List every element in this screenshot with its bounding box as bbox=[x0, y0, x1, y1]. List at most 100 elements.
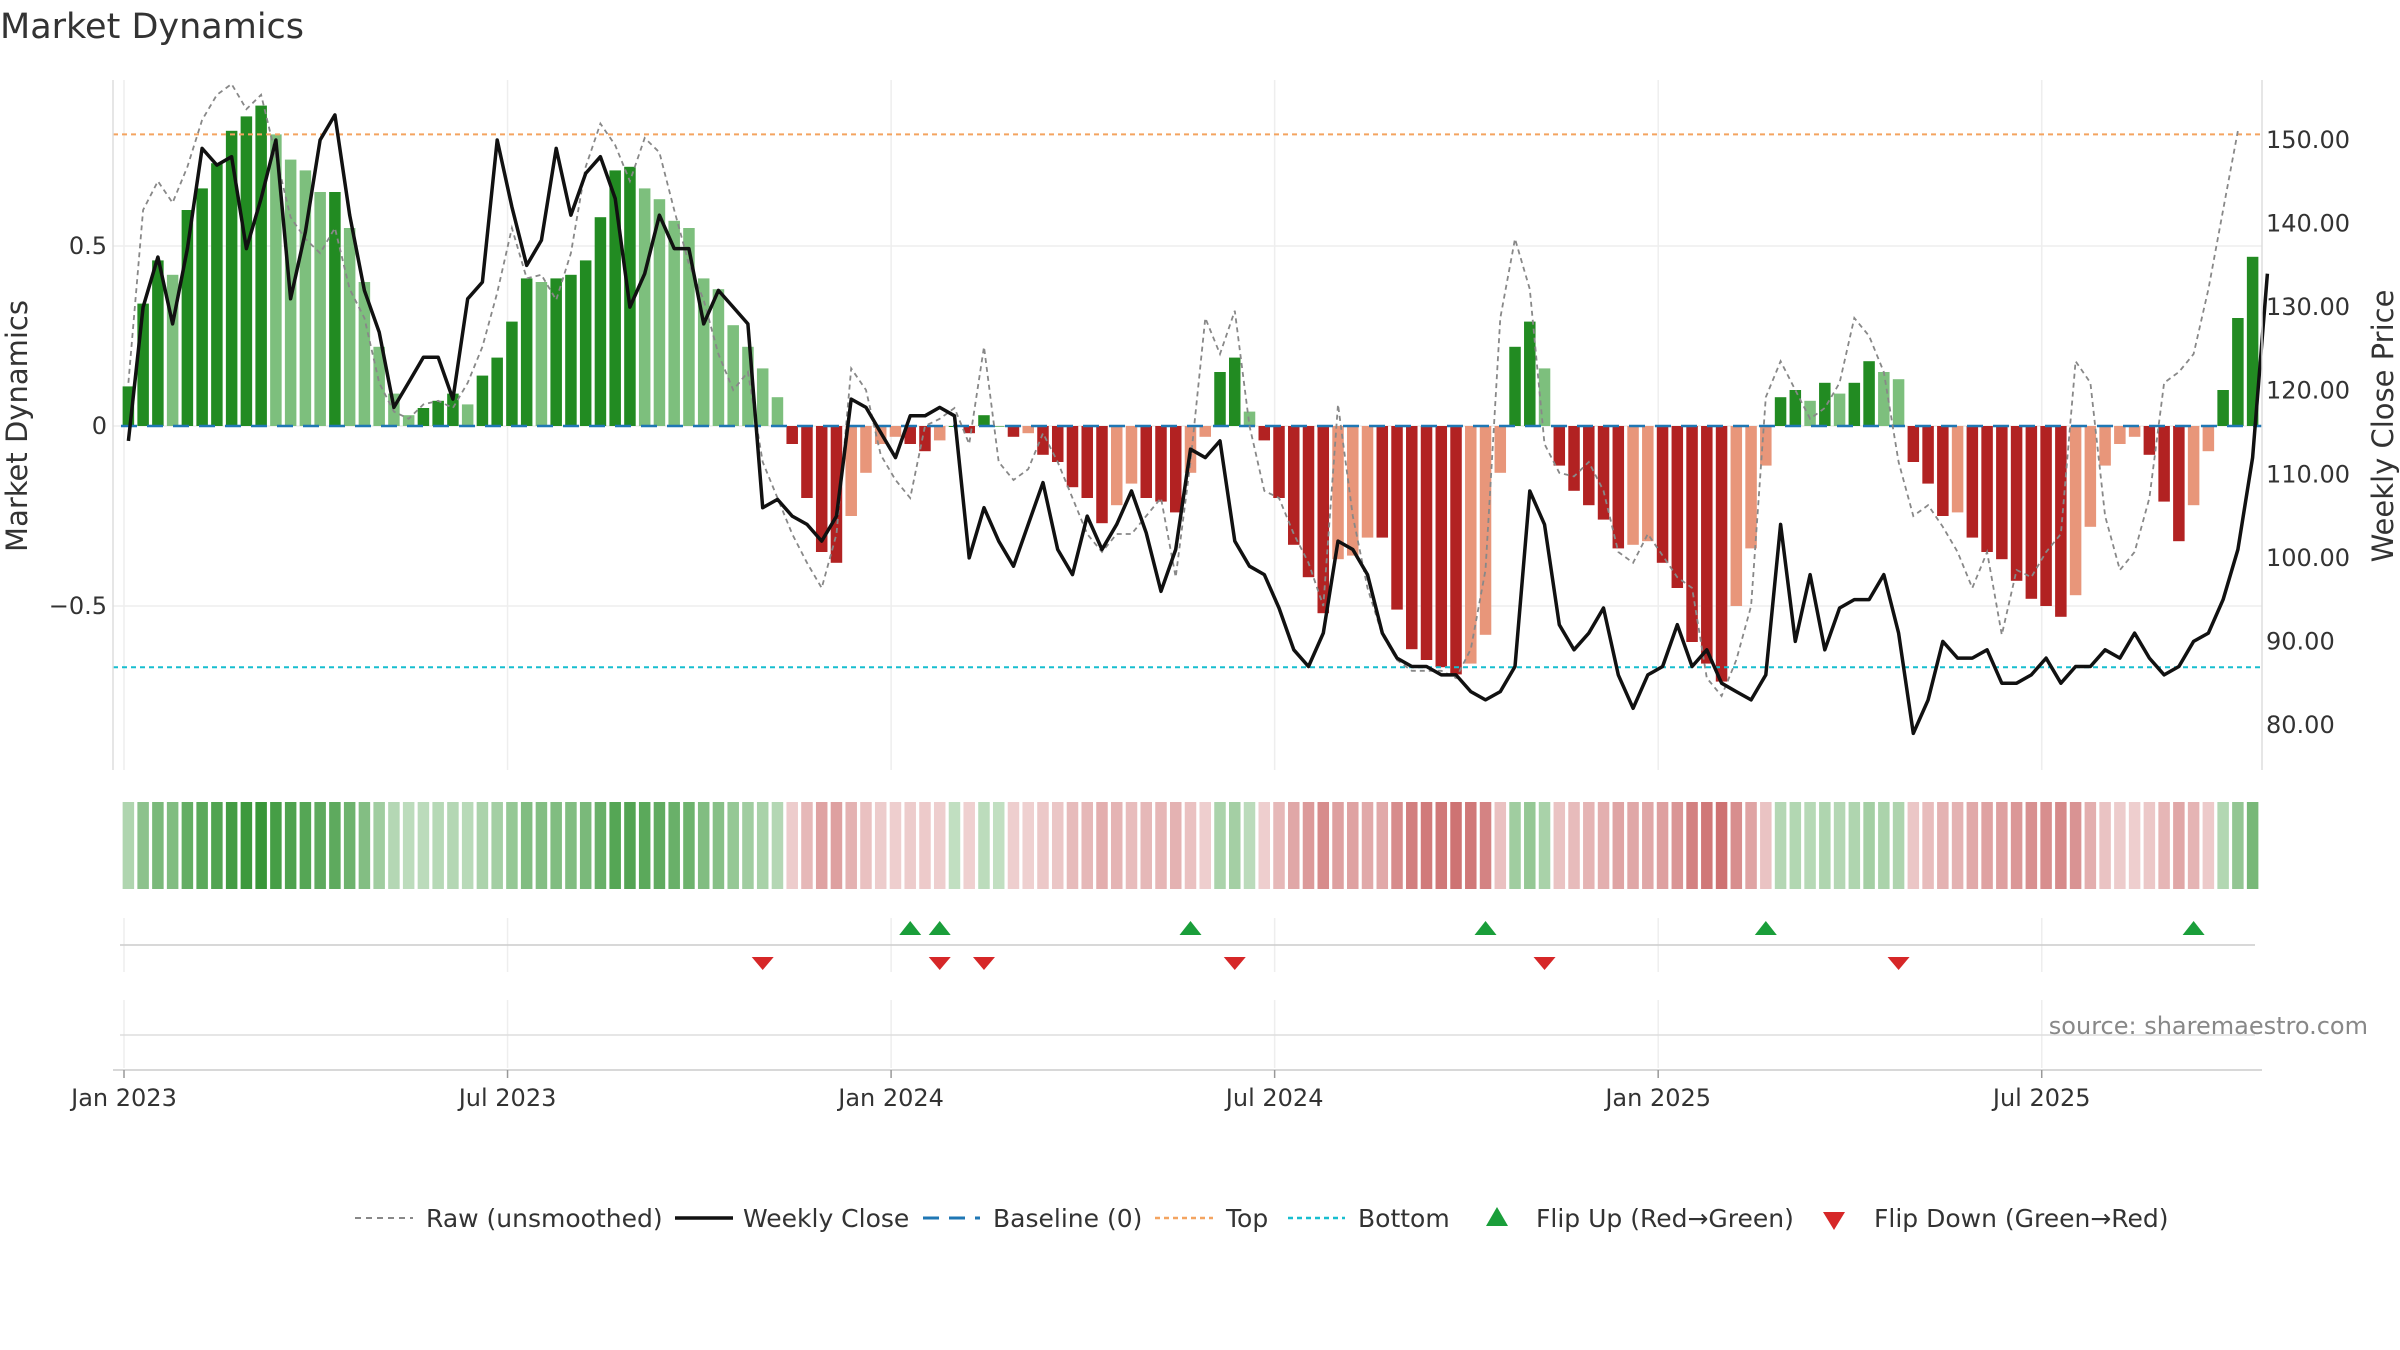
heat-strip-cell bbox=[933, 802, 946, 889]
heat-strip-cell bbox=[1465, 802, 1477, 889]
dynamics-bar bbox=[1479, 426, 1492, 635]
dynamics-bar bbox=[417, 408, 430, 426]
heat-strip-cell bbox=[1627, 802, 1639, 889]
dynamics-bar bbox=[1435, 426, 1448, 668]
heat-strip-cell bbox=[476, 802, 489, 889]
y-right-tick-label: 120.00 bbox=[2266, 377, 2350, 405]
heat-strip-cell bbox=[1996, 802, 2008, 889]
heat-strip-cell bbox=[1833, 802, 1846, 889]
dynamics-bar bbox=[447, 393, 459, 426]
raw-unsmoothed-line bbox=[127, 82, 2239, 698]
dynamics-bar bbox=[1642, 426, 1654, 542]
heat-strip-cell bbox=[417, 802, 430, 889]
heat-strip-cell bbox=[1214, 802, 1226, 889]
y-right-tick-label: 150.00 bbox=[2266, 126, 2350, 154]
heat-strip-cell bbox=[520, 802, 533, 889]
dynamics-bar bbox=[225, 130, 238, 427]
heat-strip-cell bbox=[1347, 802, 1359, 889]
y-right-tick-label: 130.00 bbox=[2266, 293, 2350, 321]
grid-lines bbox=[113, 80, 2262, 1068]
x-tick-label: Jul 2025 bbox=[1991, 1084, 2091, 1112]
dynamics-bar bbox=[683, 228, 695, 426]
heat-strip-cell bbox=[1848, 802, 1861, 889]
dynamics-bar bbox=[1789, 390, 1802, 426]
dynamics-bar bbox=[1288, 426, 1300, 545]
dynamics-bar bbox=[550, 278, 562, 426]
heat-strip-cell bbox=[1258, 802, 1271, 889]
heat-strip-cell bbox=[373, 802, 385, 889]
heat-strip-cell bbox=[2128, 802, 2141, 889]
dynamics-bar bbox=[1686, 426, 1698, 642]
dynamics-bar bbox=[1199, 426, 1212, 437]
price-lines bbox=[126, 82, 2270, 736]
heat-strip-cell bbox=[2055, 802, 2067, 889]
dynamics-bar bbox=[860, 426, 872, 473]
heat-strip-cell bbox=[1774, 802, 1787, 889]
heat-strip-cell bbox=[447, 802, 459, 889]
heat-strip-cell bbox=[830, 802, 843, 889]
heat-strip-cell bbox=[2187, 802, 2200, 889]
dynamics-bar bbox=[786, 426, 798, 444]
dynamics-bar bbox=[1007, 426, 1020, 437]
heat-strip-cell bbox=[1273, 802, 1285, 889]
dynamics-bar bbox=[1878, 372, 1890, 426]
heat-strip-cell bbox=[358, 802, 371, 889]
dynamics-bar bbox=[211, 163, 223, 426]
dynamics-bar bbox=[2202, 426, 2215, 452]
dynamics-bar bbox=[756, 368, 769, 426]
dynamics-bar bbox=[1465, 426, 1477, 664]
heat-strip-cell bbox=[240, 802, 253, 889]
heat-strip-cell bbox=[2158, 802, 2170, 889]
dynamics-bar bbox=[1568, 426, 1580, 491]
dynamics-bar bbox=[1347, 426, 1359, 556]
flip-up-marker bbox=[899, 921, 922, 935]
heat-strip-cell bbox=[1509, 802, 1521, 889]
dynamics-bar bbox=[565, 274, 577, 426]
dynamics-bar bbox=[2055, 426, 2067, 617]
heat-strip-cell bbox=[1553, 802, 1566, 889]
dynamics-bar bbox=[181, 210, 194, 426]
dynamics-bar bbox=[1583, 426, 1595, 506]
dynamics-bar bbox=[2084, 426, 2097, 527]
source-label: source: sharemaestro.com bbox=[2049, 1012, 2368, 1040]
dynamics-bar bbox=[1937, 426, 1949, 516]
dynamics-bar bbox=[801, 426, 813, 498]
dynamics-bar bbox=[1612, 426, 1625, 549]
dynamics-bar bbox=[2099, 426, 2111, 466]
heat-strip-cell bbox=[1096, 802, 1108, 889]
dynamics-bar bbox=[978, 415, 990, 426]
heat-strip-cell bbox=[978, 802, 990, 889]
heat-strip-cell bbox=[1494, 802, 1507, 889]
dynamics-bar bbox=[535, 282, 548, 426]
dynamics-bar bbox=[638, 188, 651, 426]
dynamics-bar bbox=[491, 357, 503, 426]
y-axis-left-title: Market Dynamics bbox=[0, 300, 34, 552]
flip-down-triangle-icon bbox=[1823, 1212, 1845, 1230]
dynamics-bar bbox=[1406, 426, 1418, 650]
heat-strip-cell bbox=[122, 802, 135, 889]
heat-strip-cell bbox=[1243, 802, 1256, 889]
dynamics-bar bbox=[343, 228, 356, 426]
dynamics-bar bbox=[1760, 426, 1772, 466]
dynamics-bar bbox=[2246, 256, 2259, 426]
flip-up-marker bbox=[928, 921, 951, 935]
legend-item-top: Top bbox=[1155, 1204, 1268, 1233]
dynamics-bar bbox=[1051, 426, 1064, 462]
dynamics-bar bbox=[1996, 426, 2008, 560]
dynamics-bar bbox=[240, 116, 253, 427]
dynamics-bar bbox=[1302, 426, 1315, 578]
dynamics-bar bbox=[461, 404, 474, 426]
heat-strip-cell bbox=[1081, 802, 1093, 889]
heat-strip-cell bbox=[594, 802, 607, 889]
heat-strip-cell bbox=[786, 802, 798, 889]
heat-strip-cell bbox=[1937, 802, 1949, 889]
heat-strip-cell bbox=[329, 802, 341, 889]
heat-strip-cell bbox=[1110, 802, 1123, 889]
heat-strip-cell bbox=[1022, 802, 1034, 889]
dynamics-bar bbox=[2217, 390, 2229, 426]
heat-strip-cell bbox=[1568, 802, 1580, 889]
heat-strip-cell bbox=[1656, 802, 1669, 889]
dynamics-bar bbox=[1966, 426, 1979, 538]
y-right-tick-label: 100.00 bbox=[2266, 544, 2350, 572]
dynamics-bar bbox=[1892, 379, 1905, 426]
